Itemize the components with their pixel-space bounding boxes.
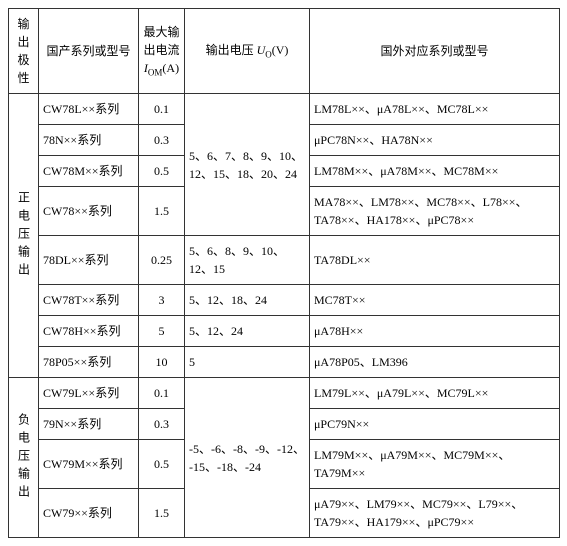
cell-current: 0.1 xyxy=(139,378,185,409)
cell-foreign: LM79M××、μA79M××、MC79M××、TA79M×× xyxy=(310,440,560,489)
hdr-volt-post: (V) xyxy=(272,43,289,57)
hdr-volt-sym: U xyxy=(257,43,266,57)
cell-domestic: 78P05××系列 xyxy=(39,347,139,378)
cell-current: 0.3 xyxy=(139,125,185,156)
cell-foreign: μA79××、LM79××、MC79××、L79××、TA79××、HA179×… xyxy=(310,489,560,538)
cell-voltage: 5 xyxy=(185,347,310,378)
regulator-table: 输出极性 国产系列或型号 最大输 出电流 IOM(A) 输出电压 UO(V) 国… xyxy=(8,8,560,538)
cell-current: 10 xyxy=(139,347,185,378)
hdr-domestic: 国产系列或型号 xyxy=(39,9,139,94)
cell-current: 0.5 xyxy=(139,440,185,489)
cell-foreign: LM78L××、μA78L××、MC78L×× xyxy=(310,94,560,125)
cell-foreign: LM78M××、μA78M××、MC78M×× xyxy=(310,156,560,187)
table-row: 负电压输出 CW79L××系列 0.1 -5、-6、-8、-9、-12、-15、… xyxy=(9,378,560,409)
cell-domestic: CW78L××系列 xyxy=(39,94,139,125)
hdr-foreign: 国外对应系列或型号 xyxy=(310,9,560,94)
cell-domestic: CW78H××系列 xyxy=(39,316,139,347)
cell-domestic: CW78T××系列 xyxy=(39,285,139,316)
cell-voltage: 5、12、24 xyxy=(185,316,310,347)
cell-current: 3 xyxy=(139,285,185,316)
cell-domestic: 78DL××系列 xyxy=(39,236,139,285)
cell-current: 0.5 xyxy=(139,156,185,187)
cell-domestic: CW79M××系列 xyxy=(39,440,139,489)
cell-domestic: 78N××系列 xyxy=(39,125,139,156)
cell-foreign: TA78DL×× xyxy=(310,236,560,285)
cell-voltage: 5、6、7、8、9、10、12、15、18、20、24 xyxy=(185,94,310,236)
cell-current: 1.5 xyxy=(139,187,185,236)
table-row: 78P05××系列 10 5 μA78P05、LM396 xyxy=(9,347,560,378)
cell-domestic: 79N××系列 xyxy=(39,409,139,440)
cell-foreign: LM79L××、μA79L××、MC79L×× xyxy=(310,378,560,409)
table-row: CW78T××系列 3 5、12、18、24 MC78T×× xyxy=(9,285,560,316)
cell-current: 0.25 xyxy=(139,236,185,285)
table-row: 78DL××系列 0.25 5、6、8、9、10、12、15 TA78DL×× xyxy=(9,236,560,285)
hdr-current: 最大输 出电流 IOM(A) xyxy=(139,9,185,94)
cell-foreign: μA78H×× xyxy=(310,316,560,347)
cell-current: 1.5 xyxy=(139,489,185,538)
hdr-cur-l1: 最大输 xyxy=(143,25,179,39)
hdr-cur-sub: OM xyxy=(148,67,163,77)
cell-voltage: -5、-6、-8、-9、-12、-15、-18、-24 xyxy=(185,378,310,538)
cell-foreign: μA78P05、LM396 xyxy=(310,347,560,378)
hdr-volt-pre: 输出电压 xyxy=(206,43,257,57)
header-row: 输出极性 国产系列或型号 最大输 出电流 IOM(A) 输出电压 UO(V) 国… xyxy=(9,9,560,94)
cell-domestic: CW78M××系列 xyxy=(39,156,139,187)
table-row: CW78H××系列 5 5、12、24 μA78H×× xyxy=(9,316,560,347)
table-row: 正电压输出 CW78L××系列 0.1 5、6、7、8、9、10、12、15、1… xyxy=(9,94,560,125)
cell-current: 0.1 xyxy=(139,94,185,125)
cell-domestic: CW79L××系列 xyxy=(39,378,139,409)
cell-current: 0.3 xyxy=(139,409,185,440)
polarity-positive: 正电压输出 xyxy=(9,94,39,378)
cell-foreign: μPC78N××、HA78N×× xyxy=(310,125,560,156)
cell-voltage: 5、6、8、9、10、12、15 xyxy=(185,236,310,285)
hdr-polarity: 输出极性 xyxy=(9,9,39,94)
cell-current: 5 xyxy=(139,316,185,347)
cell-foreign: MA78××、LM78××、MC78××、L78××、TA78××、HA178×… xyxy=(310,187,560,236)
hdr-cur-l2: 出电流 xyxy=(143,43,179,57)
hdr-voltage: 输出电压 UO(V) xyxy=(185,9,310,94)
cell-domestic: CW79××系列 xyxy=(39,489,139,538)
polarity-negative: 负电压输出 xyxy=(9,378,39,538)
cell-foreign: MC78T×× xyxy=(310,285,560,316)
cell-foreign: μPC79N×× xyxy=(310,409,560,440)
cell-voltage: 5、12、18、24 xyxy=(185,285,310,316)
hdr-cur-unit: (A) xyxy=(162,61,179,75)
cell-domestic: CW78××系列 xyxy=(39,187,139,236)
